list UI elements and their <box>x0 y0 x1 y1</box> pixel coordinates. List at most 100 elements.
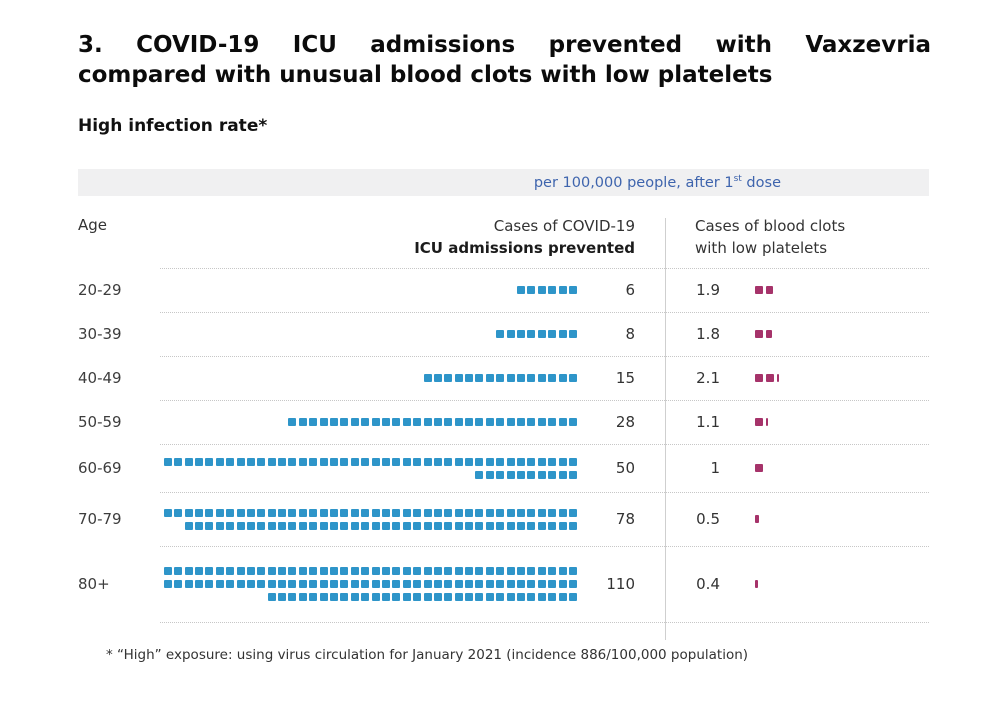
icu-unit-square <box>267 508 276 517</box>
icu-unit-square <box>517 470 526 479</box>
icu-unit-square <box>496 567 505 575</box>
icu-unit-square <box>298 418 307 426</box>
icu-unit-square <box>569 286 577 294</box>
icu-unit-square <box>381 508 390 517</box>
icu-unit-square <box>174 580 183 588</box>
icu-unit-square <box>361 567 370 575</box>
clot-partial-square <box>755 515 759 523</box>
icu-unit-square <box>517 457 526 466</box>
icu-unit-square <box>413 567 422 575</box>
age-group-label: 30-39 <box>78 325 122 343</box>
icu-unit-square <box>485 374 494 382</box>
icu-unit-square <box>475 470 484 479</box>
icu-unit-square <box>485 521 494 530</box>
row-separator <box>160 268 929 269</box>
icu-unit-square <box>226 580 235 588</box>
icu-unit-square <box>371 521 380 530</box>
icu-unit-square <box>548 286 557 294</box>
icu-unit-square <box>433 457 442 466</box>
icu-unit-square <box>475 593 484 601</box>
icu-unit-square <box>298 567 307 575</box>
icu-unit-square <box>537 470 546 479</box>
icu-value: 15 <box>615 369 635 387</box>
icu-unit-square <box>433 593 442 601</box>
icu-unit-square <box>413 508 422 517</box>
icu-unit-square <box>330 457 339 466</box>
icu-unit-square <box>558 330 567 338</box>
icu-unit-square <box>465 593 474 601</box>
icu-unit-square <box>205 521 214 530</box>
icu-unit-square <box>465 418 474 426</box>
icu-unit-square <box>485 593 494 601</box>
unit-banner: per 100,000 people, after 1st dose <box>78 169 929 196</box>
icu-unit-square <box>527 286 536 294</box>
icu-unit-square <box>278 593 287 601</box>
clots-column-header-line1: Cases of blood clots <box>695 217 846 235</box>
icu-unit-square <box>246 521 255 530</box>
clot-unit-square <box>766 374 774 382</box>
clots-value: 0.4 <box>696 575 720 593</box>
icu-unit-square <box>319 418 328 426</box>
icu-unit-square <box>444 521 453 530</box>
icu-unit-square <box>288 418 297 426</box>
icu-unit-square <box>381 457 390 466</box>
icu-unit-square <box>517 374 526 382</box>
icu-unit-square <box>236 580 245 588</box>
icu-unit-square <box>454 521 463 530</box>
icu-unit-square <box>309 418 318 426</box>
icu-unit-square <box>537 330 546 338</box>
icu-unit-square <box>517 286 526 294</box>
icu-unit-square <box>569 521 577 530</box>
icu-unit-square <box>444 457 453 466</box>
clot-partial-square <box>766 418 768 426</box>
icu-unit-square <box>537 457 546 466</box>
icu-unit-square <box>423 567 432 575</box>
icu-unit-square <box>402 521 411 530</box>
icu-unit-square <box>537 418 546 426</box>
chart-row: 80+ 110 0.4 <box>78 546 929 622</box>
icu-unit-square <box>558 374 567 382</box>
icu-unit-square <box>194 567 203 575</box>
icu-unit-square <box>340 457 349 466</box>
icu-unit-square <box>537 521 546 530</box>
icu-unit-square <box>163 567 172 575</box>
icu-unit-square <box>506 470 515 479</box>
icu-unit-square <box>309 580 318 588</box>
icu-unit-square <box>319 580 328 588</box>
icu-unit-square <box>371 508 380 517</box>
clots-value: 2.1 <box>696 369 720 387</box>
column-divider-line <box>665 218 666 640</box>
icu-unit-square <box>246 567 255 575</box>
icu-unit-square <box>444 508 453 517</box>
icu-unit-square <box>558 508 567 517</box>
icu-unit-square <box>267 457 276 466</box>
icu-unit-square <box>402 567 411 575</box>
icu-unit-square <box>496 470 505 479</box>
icu-unit-square <box>226 508 235 517</box>
page-title: 3. COVID-19 ICU admissions prevented wit… <box>78 30 931 90</box>
icu-unit-square <box>569 567 577 575</box>
icu-unit-square <box>496 508 505 517</box>
icu-unit-square <box>257 580 266 588</box>
icu-unit-square <box>569 470 577 479</box>
icu-unit-square <box>205 508 214 517</box>
icu-unit-square <box>423 593 432 601</box>
icu-unit-square <box>288 457 297 466</box>
icu-unit-square <box>257 521 266 530</box>
icu-unit-square <box>465 508 474 517</box>
clots-pictogram <box>720 464 929 472</box>
icu-unit-square <box>392 567 401 575</box>
icu-unit-square <box>475 374 484 382</box>
icu-unit-square <box>236 457 245 466</box>
chart-row: 50-59 28 1.1 <box>78 400 929 444</box>
clots-pictogram <box>720 286 929 294</box>
icu-unit-square <box>485 567 494 575</box>
icu-unit-square <box>392 580 401 588</box>
icu-unit-square <box>569 457 577 466</box>
scenario-subtitle: High infection rate* <box>78 116 268 136</box>
icu-unit-square <box>496 580 505 588</box>
left-column-headers: Age Cases of COVID-19 ICU admissions pre… <box>78 216 635 268</box>
icu-value: 8 <box>625 325 635 343</box>
icu-unit-square <box>475 418 484 426</box>
icu-unit-square <box>558 457 567 466</box>
